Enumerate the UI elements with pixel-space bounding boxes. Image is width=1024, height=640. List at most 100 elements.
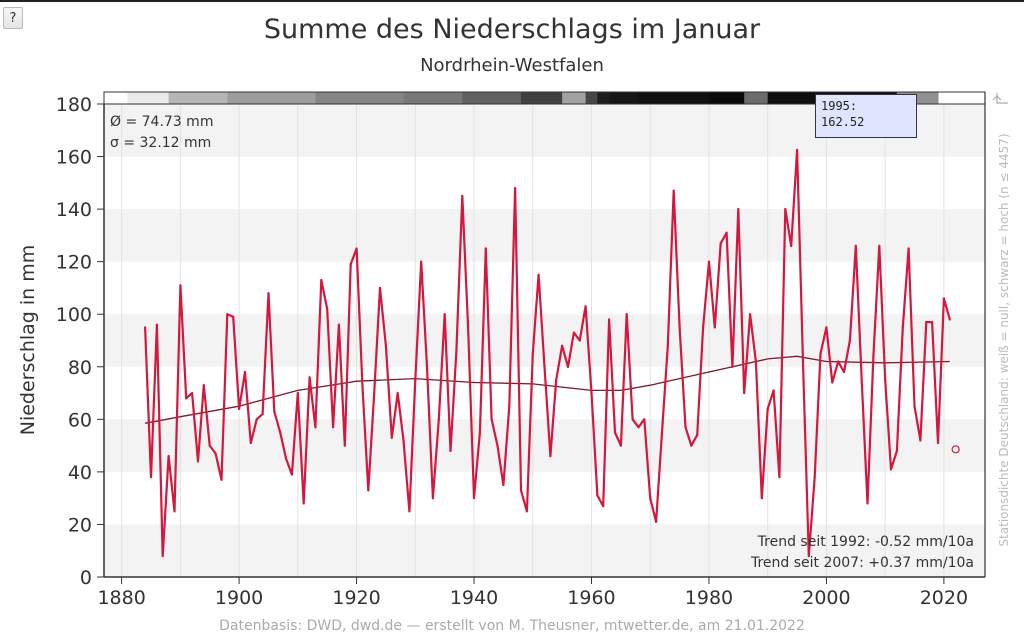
- data-point: [431, 497, 435, 500]
- data-point: [273, 410, 276, 413]
- reset-zoom-arrow-icon[interactable]: [992, 93, 1008, 104]
- data-point: [848, 339, 852, 342]
- trend-since-1992: Trend seit 1992: -0.52 mm/10a: [757, 534, 974, 550]
- data-point: [813, 476, 816, 479]
- data-point: [208, 444, 211, 447]
- data-point: [531, 352, 534, 355]
- data-point: [508, 405, 511, 408]
- density-segment: [104, 92, 128, 104]
- data-point: [290, 473, 294, 476]
- data-point: [654, 520, 658, 523]
- data-point: [202, 384, 205, 387]
- data-point: [155, 323, 158, 326]
- y-tick-label: 80: [68, 357, 92, 379]
- data-point: [889, 468, 893, 471]
- data-point: [701, 326, 705, 329]
- data-point: [384, 344, 388, 347]
- data-point: [737, 208, 740, 211]
- help-button[interactable]: ?: [3, 7, 23, 29]
- data-point: [249, 441, 252, 445]
- x-ticks: 1880 1900 1920 1940 1960 1980 2000 2020: [97, 577, 968, 609]
- data-point: [942, 297, 945, 300]
- data-point: [443, 313, 446, 316]
- data-point: [819, 352, 822, 355]
- data-point: [414, 378, 417, 382]
- data-point: [196, 460, 200, 463]
- data-point: [754, 360, 758, 363]
- data-point: [778, 476, 781, 479]
- data-point: [185, 397, 188, 400]
- data-point: [519, 489, 523, 492]
- data-point: [261, 412, 264, 416]
- data-point: [191, 391, 194, 395]
- station-density-label: Stationsdichte Deutschland: weiß = null,…: [997, 133, 1011, 547]
- data-point: [296, 391, 299, 395]
- data-point: [936, 441, 940, 445]
- density-segment: [597, 92, 610, 104]
- data-point: [279, 431, 282, 434]
- density-segment: [462, 92, 522, 104]
- trend-since-2007: Trend seit 2007: +0.37 mm/10a: [750, 555, 974, 571]
- y-tick-label: 180: [56, 94, 92, 116]
- data-point: [719, 242, 722, 245]
- data-point: [555, 378, 558, 382]
- density-segment: [585, 92, 598, 104]
- density-segment: [168, 92, 228, 104]
- x-tick-label: 1880: [97, 587, 145, 609]
- data-point: [355, 247, 358, 250]
- data-point: [608, 318, 611, 321]
- data-point: [237, 407, 241, 410]
- data-point: [308, 376, 311, 379]
- data-point: [514, 186, 517, 190]
- data-point: [913, 405, 916, 408]
- data-point: [884, 378, 887, 382]
- density-segment: [315, 92, 405, 104]
- data-point: [631, 418, 634, 421]
- y-ticks: 0 20 40 60 80 100 120 140 160 180: [56, 94, 104, 589]
- data-point: [907, 247, 910, 250]
- data-point: [367, 489, 370, 492]
- data-point: [226, 313, 229, 316]
- background-band: [104, 524, 985, 577]
- chart-title: Summe des Niederschlags im Januar: [263, 14, 761, 45]
- density-segment: [562, 92, 587, 104]
- data-point: [214, 452, 217, 455]
- background-bands: [104, 104, 985, 577]
- data-point: [572, 331, 575, 334]
- data-point: [696, 434, 699, 437]
- data-point: [766, 407, 769, 410]
- data-point: [925, 321, 928, 324]
- x-tick-label: 1960: [567, 587, 615, 609]
- precipitation-series-line: [144, 148, 951, 558]
- data-point: [784, 208, 787, 211]
- data-point: [566, 365, 570, 368]
- data-point: [713, 326, 716, 329]
- data-point: [866, 502, 869, 505]
- x-tick-label: 2000: [802, 587, 850, 609]
- data-point: [613, 431, 617, 434]
- data-point: [549, 455, 552, 458]
- data-point: [267, 292, 270, 295]
- data-point: [948, 318, 951, 321]
- data-point: [361, 384, 364, 387]
- data-point: [220, 478, 223, 481]
- data-point: [449, 449, 452, 452]
- data-point: [825, 326, 828, 329]
- data-point: [878, 244, 881, 247]
- data-point: [408, 510, 411, 513]
- data-point: [478, 431, 481, 434]
- data-point: [502, 483, 505, 487]
- density-segment: [609, 92, 639, 104]
- data-point: [795, 148, 799, 152]
- data-point: [725, 231, 728, 234]
- data-point: [872, 355, 875, 358]
- data-point: [161, 554, 164, 558]
- data-point: [690, 444, 693, 447]
- density-segment: [521, 92, 563, 104]
- y-tick-label: 40: [68, 462, 92, 484]
- data-point: [760, 497, 763, 500]
- data-point: [455, 349, 458, 353]
- data-point: [854, 244, 857, 247]
- data-point: [373, 391, 376, 395]
- data-point: [801, 357, 805, 360]
